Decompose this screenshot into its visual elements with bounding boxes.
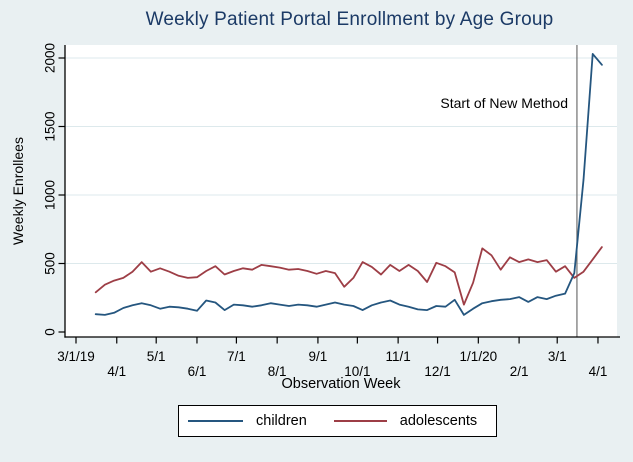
legend-label-adolescents: adolescents [399, 413, 478, 429]
y-tick-label: 1500 [43, 111, 58, 141]
legend: children adolescents [178, 405, 497, 437]
x-tick-label: 1/1/20 [460, 349, 498, 364]
x-tick-label: 6/1 [188, 364, 207, 379]
y-tick-label: 500 [43, 252, 58, 275]
children-legend-line [188, 420, 243, 422]
x-tick-label: 12/1 [424, 364, 450, 379]
adolescents-series-line [94, 246, 603, 306]
chart-title: Weekly Patient Portal Enrollment by Age … [145, 9, 554, 30]
x-tick-label: 4/1 [589, 364, 608, 379]
x-axis-title: Observation Week [281, 376, 401, 392]
adolescents-legend-line [333, 420, 387, 422]
annotation-label: Start of New Method [440, 95, 568, 111]
x-tick-label: 2/1 [510, 364, 529, 379]
x-tick-label: 3/1 [548, 349, 567, 364]
x-tick-label: 11/1 [385, 349, 410, 364]
children-series-line [94, 53, 603, 316]
x-tick-label: 4/1 [107, 364, 126, 379]
x-tick-label: 3/1/19 [57, 349, 95, 364]
x-tick-label: 8/1 [268, 364, 287, 379]
y-tick-label: 0 [43, 328, 58, 336]
legend-item-children: children [188, 413, 307, 429]
y-tick-label: 1000 [43, 180, 58, 210]
plot-background [65, 45, 617, 337]
legend-label-children: children [256, 413, 307, 429]
legend-item-adolescents: adolescents [333, 413, 478, 429]
x-tick-label: 9/1 [309, 349, 328, 364]
x-tick-label: 10/1 [344, 364, 370, 379]
x-tick-label: 7/1 [227, 349, 246, 364]
y-tick-label: 2000 [43, 43, 58, 73]
x-tick-label: 5/1 [147, 349, 166, 364]
